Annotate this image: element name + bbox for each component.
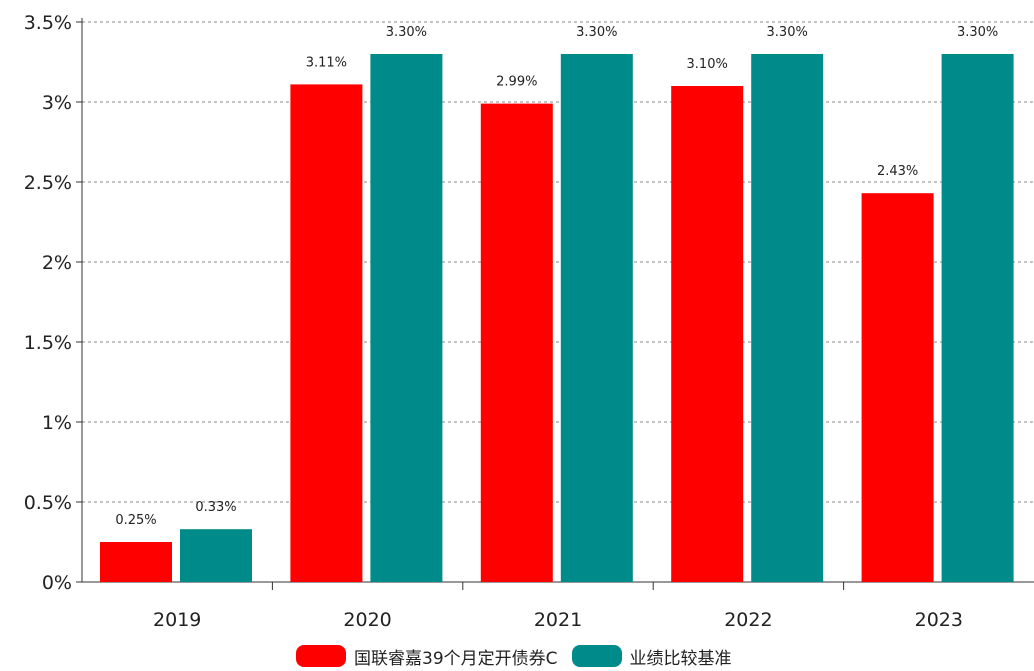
bars — [100, 54, 1014, 583]
bar — [100, 542, 172, 582]
y-tick-label: 0% — [42, 572, 72, 594]
bar — [941, 54, 1014, 582]
x-tick-label: 2021 — [534, 609, 582, 631]
y-tick-label: 2% — [42, 252, 72, 274]
legend-item-benchmark[interactable]: 业绩比较基准 — [571, 644, 732, 669]
y-tick-label: 3% — [42, 92, 72, 114]
grid-lines — [82, 21, 1034, 503]
bar — [480, 103, 553, 582]
bar — [370, 54, 443, 582]
bar — [180, 529, 252, 582]
x-tick-label: 2022 — [724, 609, 772, 631]
legend-swatch-fund — [296, 645, 346, 667]
bar — [751, 54, 824, 582]
y-tick-label: 3.5% — [24, 12, 72, 34]
bar — [560, 54, 633, 582]
data-label: 3.30% — [576, 25, 617, 40]
data-label: 3.30% — [386, 25, 427, 40]
data-label: 3.10% — [687, 57, 728, 72]
legend-item-fund[interactable]: 国联睿嘉39个月定开债券C — [296, 644, 558, 669]
data-label: 0.25% — [115, 513, 156, 528]
data-label: 0.33% — [195, 500, 236, 515]
y-tick-label: 1% — [42, 412, 72, 434]
y-tick-label: 1.5% — [24, 332, 72, 354]
x-tick-label: 2019 — [153, 609, 201, 631]
legend-swatch-benchmark — [571, 645, 622, 667]
data-label: 3.11% — [306, 55, 347, 70]
data-label: 3.30% — [767, 25, 808, 40]
bar — [861, 193, 934, 582]
legend-label-fund: 国联睿嘉39个月定开债券C — [354, 648, 558, 669]
y-tick-label: 2.5% — [24, 172, 72, 194]
y-tick-label: 0.5% — [24, 492, 72, 514]
bar-chart: 0% 0.5% 1% 1.5% 2% 2.5% 3% 3.5% 2019 2020 2021 2022… — [24, 12, 1034, 631]
data-label: 3.30% — [957, 25, 998, 40]
legend-label-benchmark: 业绩比较基准 — [629, 648, 732, 669]
legend: 国联睿嘉39个月定开债券C 业绩比较基准 — [296, 644, 746, 669]
data-label: 2.99% — [496, 75, 537, 90]
x-tick-label: 2020 — [343, 609, 391, 631]
data-label: 2.43% — [877, 164, 918, 179]
data-labels: 0.25% 0.33% 3.11% 3.30% 2.99% 3.30% 3.10% 3.30%… — [115, 25, 998, 528]
bar — [671, 86, 744, 582]
x-tick-label: 2023 — [915, 609, 963, 631]
bar — [290, 84, 363, 583]
